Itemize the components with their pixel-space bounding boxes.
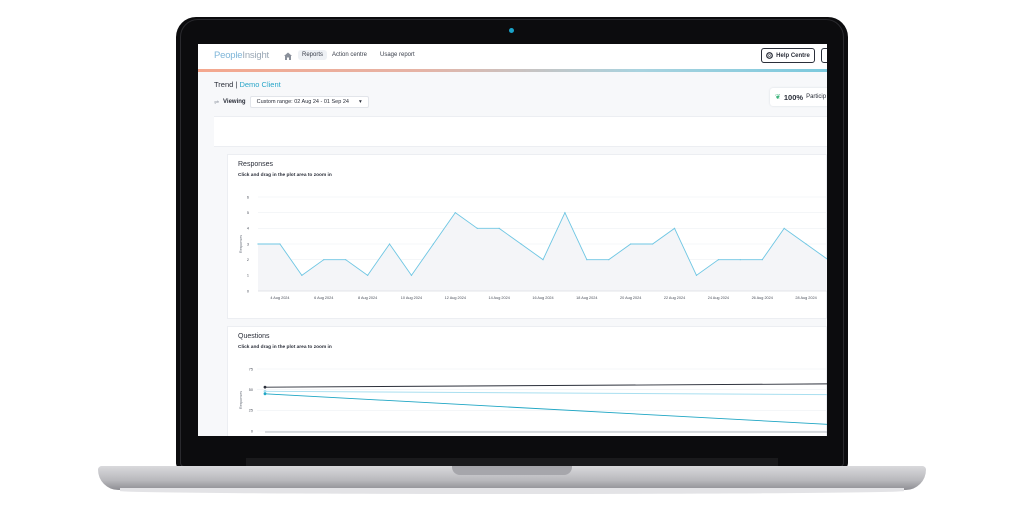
x-tick-label: 10 Aug 2024 — [401, 296, 422, 300]
summary-panel — [214, 116, 827, 147]
data-point — [345, 259, 347, 261]
data-point — [301, 274, 303, 276]
data-point — [717, 259, 719, 261]
y-tick-label: 50 — [249, 388, 253, 392]
y-tick-label: 25 — [249, 409, 253, 413]
filter-icon: ⇌ — [214, 99, 220, 106]
data-point — [454, 212, 456, 214]
x-tick-label: 18 Aug 2024 — [576, 296, 597, 300]
trend-label: Trend | — [214, 80, 238, 89]
x-tick-label: 4 Aug 2024 — [270, 296, 289, 300]
responses-chart[interactable]: 0 1 2 3 4 5 6 Responses 4 Aug 2024 6 Aug 2024 8 Au… — [228, 155, 827, 320]
responses-card: Responses Click and drag in the plot are… — [227, 154, 827, 319]
data-point — [542, 259, 544, 261]
data-point — [279, 243, 281, 245]
data-point — [520, 243, 522, 245]
x-tick-label: 24 Aug 2024 — [708, 296, 729, 300]
y-tick-label: 2 — [247, 258, 249, 262]
help-centre-label: Help Centre — [776, 52, 810, 59]
series-line — [264, 383, 827, 388]
x-tick-label: 8 Aug 2024 — [358, 296, 377, 300]
leaf-icon: ❦ — [775, 94, 781, 101]
participation-label: Particip — [806, 94, 827, 100]
y-tick-label: 6 — [247, 195, 249, 199]
series-line — [264, 393, 827, 425]
x-tick-label: 16 Aug 2024 — [532, 296, 553, 300]
x-tick-label: 28 Aug 2024 — [795, 296, 816, 300]
data-point — [739, 259, 741, 261]
date-range-select[interactable]: Custom range: 02 Aug 24 - 01 Sep 24 ▾ — [249, 96, 369, 108]
questions-chart[interactable]: 0 25 50 75 Responses — [228, 327, 827, 436]
questions-card: Questions Click and drag in the plot are… — [227, 326, 827, 436]
laptop-shadow — [120, 488, 904, 494]
x-tick-label: 6 Aug 2024 — [314, 296, 333, 300]
data-point — [564, 212, 566, 214]
accent-bar — [198, 69, 827, 72]
laptop-hinge — [246, 458, 778, 466]
y-tick-label: 4 — [247, 227, 249, 231]
data-point — [673, 227, 676, 229]
logo-people: People — [214, 50, 243, 61]
data-point — [410, 274, 413, 276]
data-point — [695, 274, 698, 276]
date-range-value: Custom range: 02 Aug 24 - 01 Sep 24 — [256, 99, 349, 105]
client-name[interactable]: Demo Client — [239, 80, 281, 89]
data-point — [608, 259, 610, 261]
account-button[interactable] — [821, 48, 827, 63]
y-tick-label: 1 — [247, 274, 249, 278]
data-point — [476, 227, 478, 229]
data-point — [498, 227, 500, 229]
y-tick-label: 5 — [247, 211, 249, 215]
y-tick-label: 75 — [249, 367, 253, 371]
questions-subtitle: Click and drag in the plot area to zoom … — [238, 345, 332, 350]
data-point — [263, 392, 267, 396]
data-point — [323, 259, 325, 261]
responses-subtitle: Click and drag in the plot area to zoom … — [238, 173, 332, 178]
data-point — [367, 274, 369, 276]
y-axis-label: Responses — [239, 391, 243, 409]
chevron-down-icon: ▾ — [358, 99, 362, 105]
area-fill — [258, 212, 827, 291]
data-point — [388, 243, 391, 245]
data-point — [630, 243, 632, 245]
lifebuoy-icon — [766, 52, 774, 59]
data-point — [805, 243, 807, 245]
app-screen: PeopleInsight Reports Action centre Usag… — [198, 44, 827, 436]
x-tick-label: 20 Aug 2024 — [620, 296, 641, 300]
data-point — [257, 243, 259, 245]
data-point — [586, 259, 588, 261]
participation-badge: ❦ 100% Particip — [770, 88, 827, 106]
y-tick-label: 0 — [247, 289, 249, 293]
laptop-notch — [452, 466, 572, 475]
y-axis-label: Responses — [239, 235, 243, 253]
participation-percent: 100% — [783, 92, 804, 102]
home-icon[interactable] — [283, 51, 293, 61]
nav-action-centre[interactable]: Action centre — [332, 52, 368, 58]
data-point — [783, 227, 785, 229]
data-point — [761, 259, 763, 261]
data-point — [432, 243, 434, 245]
data-point — [652, 243, 654, 245]
questions-title: Questions — [238, 333, 270, 340]
responses-title: Responses — [238, 161, 274, 168]
nav-usage-report[interactable]: Usage report — [380, 52, 415, 58]
logo-insight: Insight — [242, 50, 269, 61]
camera-icon — [509, 28, 514, 33]
x-tick-label: 26 Aug 2024 — [752, 296, 773, 300]
page-title: Trend | Demo Client — [214, 80, 281, 89]
data-point — [263, 389, 267, 393]
viewing-filter: ⇌ Viewing Custom range: 02 Aug 24 - 01 S… — [214, 96, 369, 108]
viewing-label: Viewing — [223, 99, 246, 105]
x-tick-label: 14 Aug 2024 — [488, 296, 509, 300]
series-line — [264, 390, 827, 396]
data-point — [263, 385, 267, 389]
x-tick-label: 22 Aug 2024 — [664, 296, 685, 300]
x-tick-label: 12 Aug 2024 — [445, 296, 466, 300]
logo[interactable]: PeopleInsight — [214, 50, 269, 61]
y-tick-label: 0 — [251, 429, 253, 433]
y-tick-label: 3 — [247, 242, 249, 246]
top-navigation: PeopleInsight Reports Action centre Usag… — [198, 44, 827, 69]
nav-reports[interactable]: Reports — [298, 50, 328, 60]
help-centre-button[interactable]: Help Centre — [761, 48, 815, 63]
